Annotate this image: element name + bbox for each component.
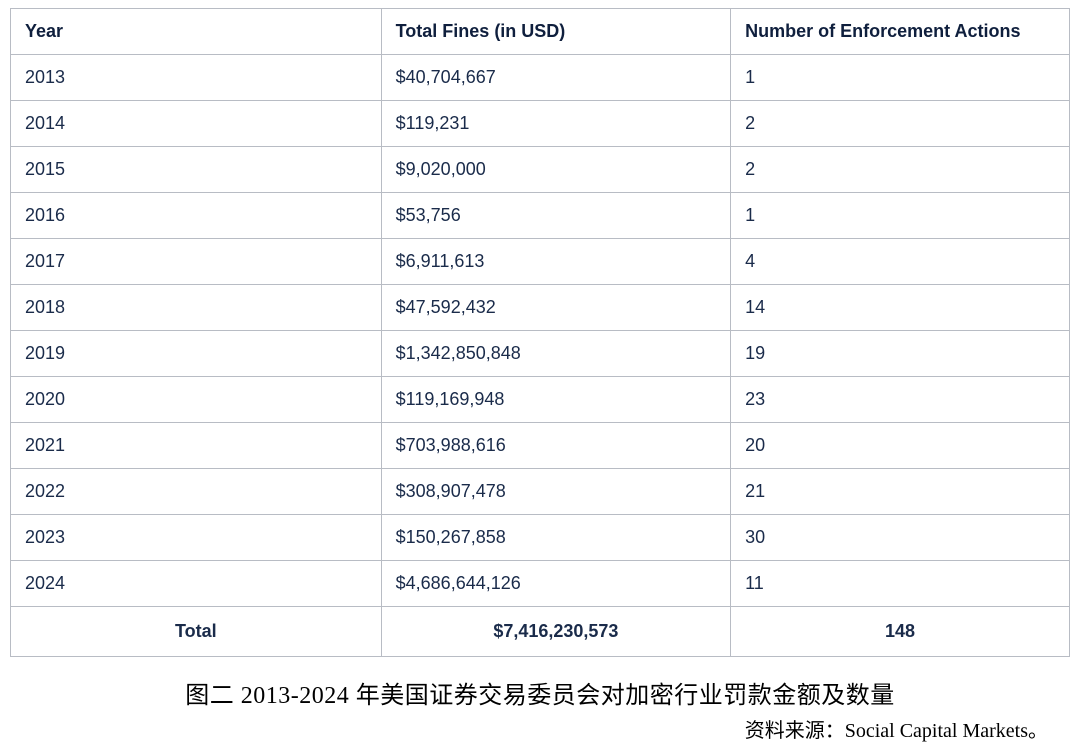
col-header-actions: Number of Enforcement Actions <box>731 9 1070 55</box>
table-cell: 19 <box>731 331 1070 377</box>
table-cell: 2022 <box>11 469 382 515</box>
col-header-fines: Total Fines (in USD) <box>381 9 730 55</box>
table-cell: 2019 <box>11 331 382 377</box>
table-total-cell: $7,416,230,573 <box>381 607 730 657</box>
figure-caption: 图二 2013-2024 年美国证券交易委员会对加密行业罚款金额及数量 <box>10 675 1070 710</box>
figure-source: 资料来源：Social Capital Markets。 <box>10 714 1070 743</box>
table-cell: 4 <box>731 239 1070 285</box>
table-total-row: Total$7,416,230,573148 <box>11 607 1070 657</box>
table-cell: $53,756 <box>381 193 730 239</box>
table-body: 2013$40,704,66712014$119,23122015$9,020,… <box>11 55 1070 657</box>
table-cell: 2 <box>731 101 1070 147</box>
table-cell: 2015 <box>11 147 382 193</box>
table-cell: 2013 <box>11 55 382 101</box>
table-row: 2022$308,907,47821 <box>11 469 1070 515</box>
table-cell: $47,592,432 <box>381 285 730 331</box>
table-cell: $40,704,667 <box>381 55 730 101</box>
table-row: 2020$119,169,94823 <box>11 377 1070 423</box>
table-cell: 2021 <box>11 423 382 469</box>
table-cell: $119,169,948 <box>381 377 730 423</box>
table-row: 2013$40,704,6671 <box>11 55 1070 101</box>
table-cell: 2023 <box>11 515 382 561</box>
table-cell: $1,342,850,848 <box>381 331 730 377</box>
table-cell: 14 <box>731 285 1070 331</box>
table-cell: 21 <box>731 469 1070 515</box>
table-cell: 2017 <box>11 239 382 285</box>
table-cell: 1 <box>731 55 1070 101</box>
table-row: 2023$150,267,85830 <box>11 515 1070 561</box>
table-cell: 23 <box>731 377 1070 423</box>
table-row: 2016$53,7561 <box>11 193 1070 239</box>
table-cell: 2024 <box>11 561 382 607</box>
col-header-year: Year <box>11 9 382 55</box>
table-cell: 2 <box>731 147 1070 193</box>
table-row: 2019$1,342,850,84819 <box>11 331 1070 377</box>
table-row: 2024$4,686,644,12611 <box>11 561 1070 607</box>
table-row: 2018$47,592,43214 <box>11 285 1070 331</box>
fines-table: Year Total Fines (in USD) Number of Enfo… <box>10 8 1070 657</box>
table-cell: 20 <box>731 423 1070 469</box>
table-row: 2014$119,2312 <box>11 101 1070 147</box>
table-cell: 2014 <box>11 101 382 147</box>
table-cell: $4,686,644,126 <box>381 561 730 607</box>
table-cell: 1 <box>731 193 1070 239</box>
table-cell: $6,911,613 <box>381 239 730 285</box>
table-row: 2021$703,988,61620 <box>11 423 1070 469</box>
table-cell: $308,907,478 <box>381 469 730 515</box>
table-cell: 2016 <box>11 193 382 239</box>
table-cell: $703,988,616 <box>381 423 730 469</box>
table-cell: $9,020,000 <box>381 147 730 193</box>
table-total-cell: 148 <box>731 607 1070 657</box>
table-cell: $150,267,858 <box>381 515 730 561</box>
table-cell: $119,231 <box>381 101 730 147</box>
table-cell: 30 <box>731 515 1070 561</box>
table-row: 2017$6,911,6134 <box>11 239 1070 285</box>
table-cell: 11 <box>731 561 1070 607</box>
table-total-cell: Total <box>11 607 382 657</box>
table-cell: 2018 <box>11 285 382 331</box>
table-header-row: Year Total Fines (in USD) Number of Enfo… <box>11 9 1070 55</box>
table-cell: 2020 <box>11 377 382 423</box>
table-row: 2015$9,020,0002 <box>11 147 1070 193</box>
